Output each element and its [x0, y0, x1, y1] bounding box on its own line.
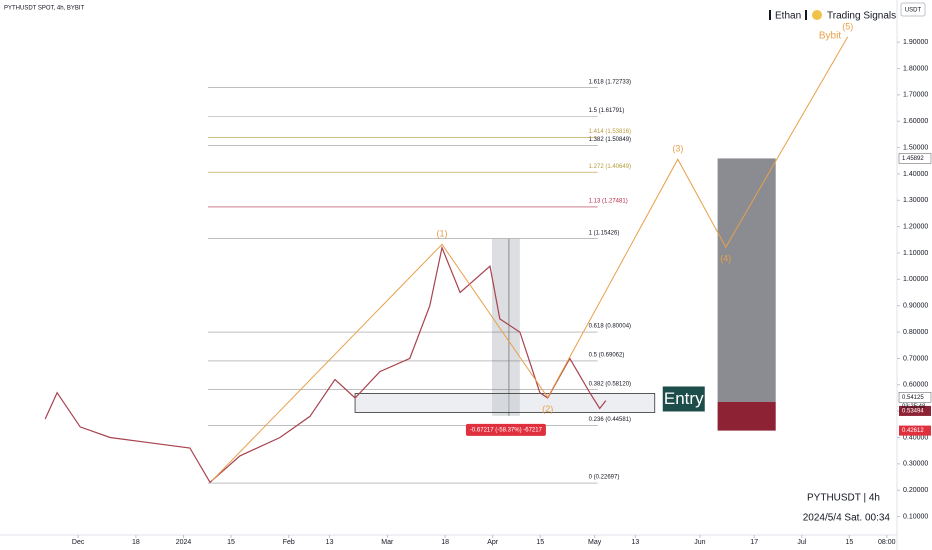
price-label-bg — [899, 425, 931, 436]
symbol: PYTHUSDT SPOT, 4h, BYBIT — [4, 6, 85, 12]
y-tick-label: 1.00000 — [903, 276, 928, 283]
y-tick-label: 0.10000 — [903, 513, 928, 520]
y-tick-label: 1.30000 — [903, 197, 928, 204]
stop-zone — [717, 401, 776, 431]
x-tick-label: 15 — [536, 539, 544, 546]
entry-label: Entry — [664, 389, 704, 408]
price-label-bg — [898, 392, 932, 403]
x-tick-label: 08:00 — [878, 539, 896, 546]
fib-label: 1.382 (1.50849) — [589, 137, 631, 143]
y-tick-label: 1.10000 — [903, 250, 928, 257]
wave-line — [211, 36, 849, 482]
y-tick-label: 1.70000 — [903, 92, 928, 99]
x-tick-label: Feb — [283, 539, 295, 546]
measure-box — [491, 238, 520, 416]
currency-box — [900, 2, 926, 17]
currency: USDT — [905, 8, 922, 14]
x-tick-label: 18 — [441, 539, 449, 546]
y-tick-label: 1.20000 — [903, 223, 928, 230]
price-label: 0.54125 — [902, 395, 924, 401]
fib-label: 0.382 (0.58120) — [589, 381, 631, 387]
fib-label: 0.5 (0.69062) — [589, 352, 625, 358]
y-tick-label: 0.40000 — [903, 434, 928, 441]
wave-label: (2) — [542, 404, 553, 414]
wave-label: (4) — [720, 254, 731, 264]
y-tick-label: 0.80000 — [903, 329, 928, 336]
entry-zone — [354, 393, 656, 413]
x-tick-label: 17 — [750, 539, 758, 546]
exchange: Bybit — [819, 31, 841, 42]
measure-label-bg — [465, 423, 546, 436]
fib-label: 1.13 (1.27481) — [589, 199, 628, 205]
y-tick-label: 0.60000 — [903, 382, 928, 389]
wave-label: (1) — [437, 229, 448, 239]
x-tick-label: Dec — [72, 539, 85, 546]
y-tick-label: 1.50000 — [903, 144, 928, 151]
entry-label-bg — [662, 386, 705, 412]
x-tick-label: Jul — [797, 539, 806, 546]
fib-label: 1.618 (1.72733) — [589, 79, 631, 85]
wave-label: (3) — [672, 144, 683, 154]
bar-icon — [769, 10, 771, 20]
price-label: 1.45892 — [902, 156, 924, 162]
y-tick-label: 1.90000 — [903, 39, 928, 46]
brand: Ethan — [775, 11, 801, 22]
price-label: 0.53494 — [902, 409, 924, 415]
fib-label: 1 (1.15426) — [589, 230, 620, 236]
fib-label: 0 (0.22697) — [589, 475, 620, 481]
bar-icon — [805, 10, 807, 20]
price-label-bg — [899, 405, 931, 416]
measure-label: -0.67217 (-58.37%) -67217 — [470, 427, 543, 433]
target-zone — [717, 158, 776, 402]
x-tick-label: 15 — [846, 539, 854, 546]
x-tick-label: Jun — [694, 539, 705, 546]
price-label-bg — [898, 153, 932, 164]
price-label: 0.42612 — [902, 428, 924, 434]
brand2: Trading Signals — [827, 11, 896, 22]
countdown: 03:25:48 — [902, 404, 926, 410]
footer-time: 2024/5/4 Sat. 00:34 — [803, 513, 891, 524]
x-tick-label: Apr — [487, 539, 499, 546]
fib-label: 0.618 (0.80004) — [589, 324, 631, 330]
fib-label: 1.272 (1.40649) — [589, 164, 631, 170]
price-line — [44, 245, 607, 484]
fib-label: 1.5 (1.61791) — [589, 108, 625, 114]
wave-label: (5) — [842, 21, 853, 31]
y-tick-label: 0.90000 — [903, 303, 928, 310]
y-tick-label: 0.70000 — [903, 355, 928, 362]
fib-label: 1.414 (1.53816) — [589, 129, 631, 135]
coin-icon — [812, 10, 822, 20]
x-tick-label: 18 — [132, 539, 140, 546]
y-tick-label: 1.80000 — [903, 65, 928, 72]
y-tick-label: 0.30000 — [903, 461, 928, 468]
x-tick-label: May — [588, 539, 602, 546]
x-tick-label: Mar — [381, 539, 394, 546]
footer-symbol: PYTHUSDT | 4h — [807, 493, 880, 504]
fib-label: 0.236 (0.44581) — [589, 417, 631, 423]
y-tick-label: 1.40000 — [903, 171, 928, 178]
x-tick-label: 2024 — [176, 539, 192, 546]
y-tick-label: 1.60000 — [903, 118, 928, 125]
x-tick-label: 13 — [326, 539, 334, 546]
x-tick-label: 15 — [227, 539, 235, 546]
x-tick-label: 13 — [631, 539, 639, 546]
y-tick-label: 0.20000 — [903, 487, 928, 494]
